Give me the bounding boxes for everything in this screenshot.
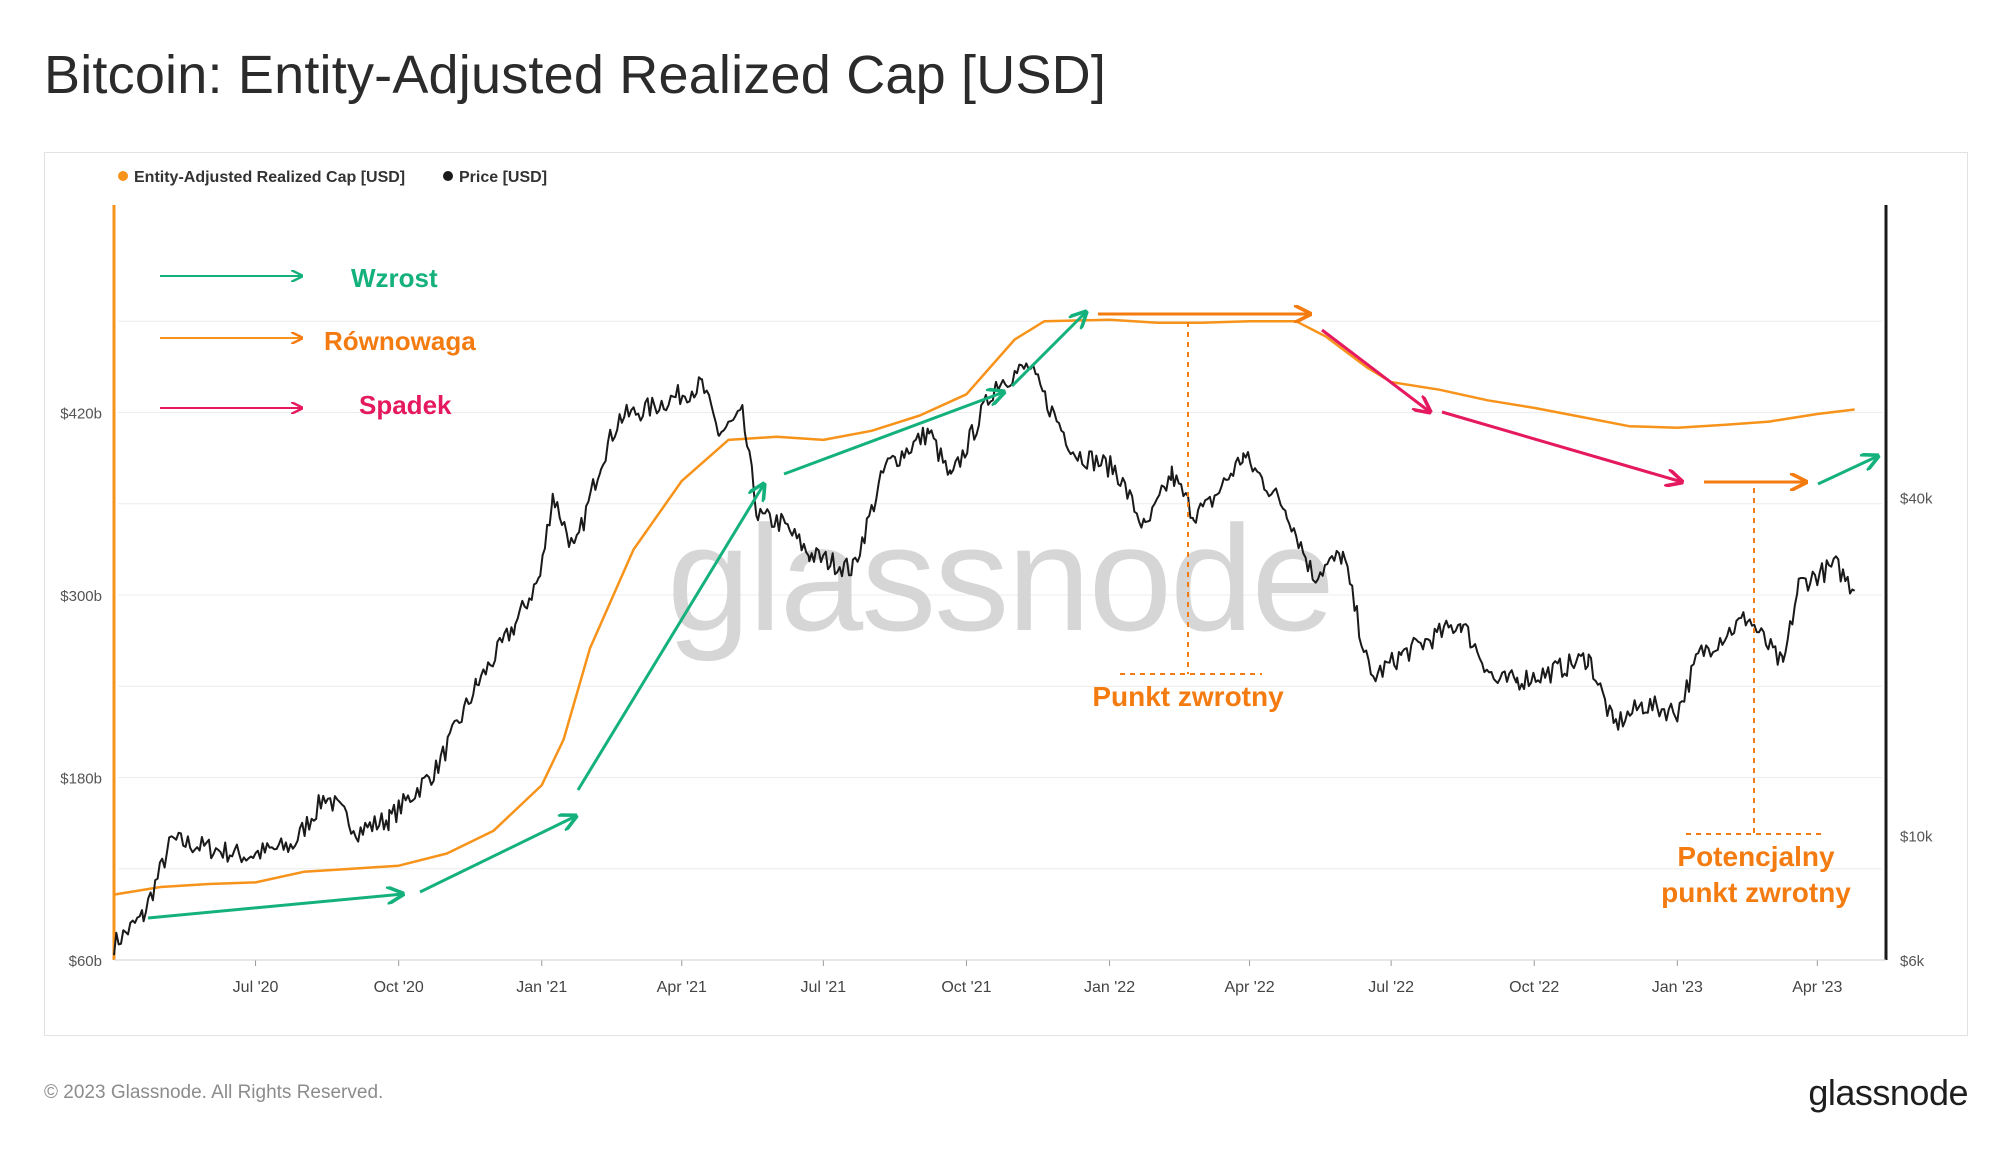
page-title: Bitcoin: Entity-Adjusted Realized Cap [U…	[44, 45, 1107, 105]
glassnode-logo: glassnode	[1808, 1072, 1968, 1113]
chart-panel	[44, 152, 1968, 1036]
copyright-text: © 2023 Glassnode. All Rights Reserved.	[44, 1082, 384, 1103]
